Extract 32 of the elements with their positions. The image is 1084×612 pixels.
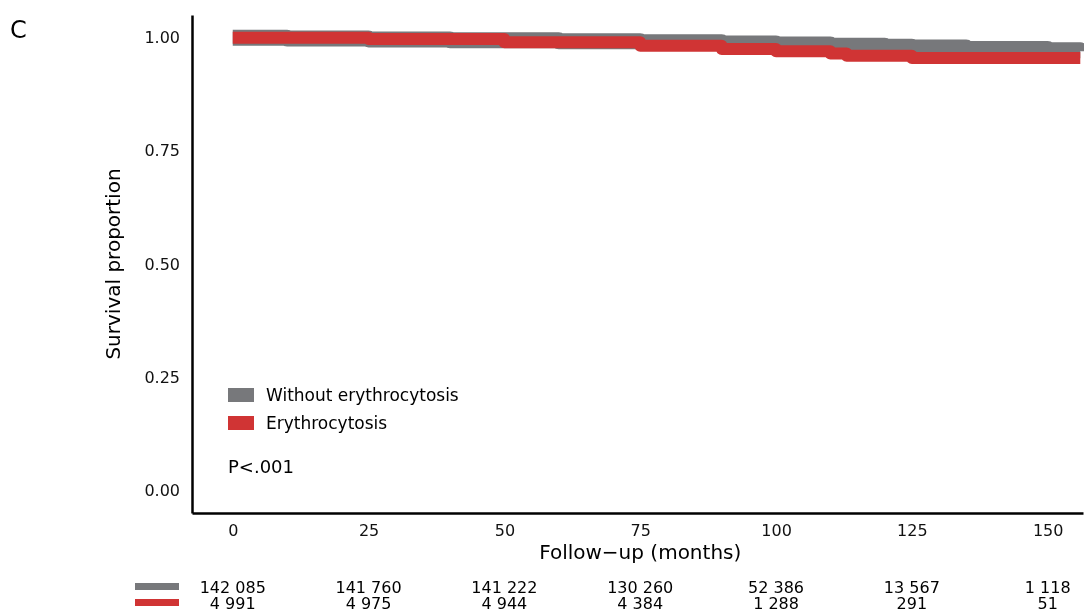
text: 141 760	[335, 578, 402, 597]
text: 13 567	[883, 578, 940, 597]
x-axis-title: Follow−up (months)	[539, 540, 742, 564]
text: 51	[1037, 594, 1058, 612]
y-tick-label: 0.00	[144, 480, 180, 500]
legend-label: Without erythrocytosis	[266, 385, 459, 405]
x-tick-label: 25	[358, 521, 380, 541]
text: 4 944	[481, 594, 528, 612]
text: 1 288	[753, 594, 799, 612]
y-tick-label: 0.75	[144, 141, 180, 161]
x-tick-label: 125	[897, 521, 928, 541]
x-tick-label: 100	[761, 521, 792, 541]
text: 4 975	[345, 594, 392, 612]
text: 142 085	[199, 578, 266, 597]
annotation: P<.001	[228, 456, 295, 477]
text: 130 260	[607, 578, 674, 597]
x-tick-label: 50	[494, 521, 516, 541]
x-tick-label: 150	[1032, 521, 1064, 541]
legend-label: Erythrocytosis	[266, 413, 388, 433]
text: 52 386	[748, 578, 805, 597]
y-tick-label: 0.50	[144, 254, 180, 274]
x-tick-label: 0	[228, 521, 239, 541]
text: 291	[896, 594, 928, 612]
text: 4 384	[617, 594, 664, 612]
text: 141 222	[471, 578, 538, 597]
chart-title: C	[10, 16, 27, 44]
x-tick-label: 75	[630, 521, 651, 541]
text: 1 118	[1024, 578, 1071, 597]
y-tick-label: 1.00	[144, 28, 180, 48]
y-axis-title: Survival proportion	[101, 168, 125, 360]
y-tick-label: 0.25	[144, 367, 180, 387]
text: 4 991	[209, 594, 256, 612]
